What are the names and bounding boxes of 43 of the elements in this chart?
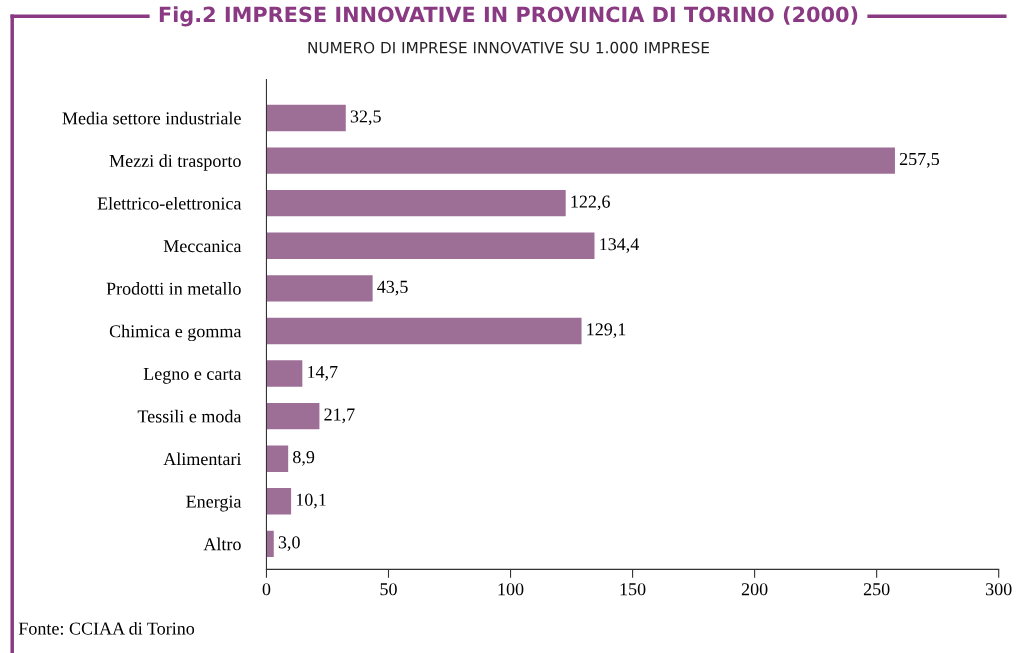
y-tick-label: Alimentari (163, 452, 242, 466)
y-tick-label: Energia (186, 495, 242, 512)
bar (266, 275, 373, 302)
bar (266, 530, 274, 558)
chart-title: Fig.2 IMPRESE INNOVATIVE IN PROVINCIA DI TORINO (2000) (159, 6, 858, 27)
data-label: 129,1 (587, 323, 626, 339)
y-tick-label: Chimica e gomma (109, 324, 242, 342)
bar (266, 488, 292, 515)
bar (266, 317, 582, 345)
bar (266, 402, 320, 430)
data-label: 14,7 (308, 365, 338, 381)
data-label: 10,1 (296, 493, 326, 509)
chart-subtitle: NUMERO DI IMPRESE INNOVATIVE SU 1.000 IMPRESE (308, 41, 709, 54)
x-tick-label: 0 (262, 583, 271, 596)
data-label: 257,5 (899, 152, 940, 168)
y-tick-label: Meccanica (163, 240, 242, 253)
bar (266, 147, 895, 174)
y-tick-label: Mezzi di trasporto (109, 154, 241, 171)
y-tick-label: Prodotti in metallo (106, 282, 241, 295)
data-label: 21,7 (324, 408, 355, 424)
bar (266, 360, 303, 387)
x-tick-label: 200 (741, 583, 768, 596)
x-tick-label: 100 (498, 583, 524, 596)
data-label: 8,9 (293, 451, 315, 466)
source-note: Fonte: CCIAA di Torino (18, 621, 195, 635)
bar (266, 232, 595, 259)
data-label: 32,5 (350, 110, 381, 126)
x-tick-label: 50 (380, 583, 397, 596)
data-label: 134,4 (600, 238, 640, 253)
y-tick-label: Tessili e moda (137, 409, 242, 423)
y-tick-label: Legno e carta (143, 367, 242, 384)
data-label: 122,6 (571, 195, 610, 211)
data-label: 3,0 (278, 536, 300, 551)
data-label: 43,5 (377, 280, 408, 296)
y-tick-label: Media settore industriale (62, 111, 241, 125)
x-tick-label: 250 (863, 583, 890, 596)
x-tick-label: 300 (986, 583, 1012, 596)
y-tick-label: Elettrico-elettronica (97, 196, 242, 210)
y-tick-label: Altro (203, 537, 241, 551)
bar (266, 104, 346, 132)
x-tick-label: 150 (620, 583, 646, 596)
bar (266, 445, 289, 472)
bar (266, 189, 566, 217)
